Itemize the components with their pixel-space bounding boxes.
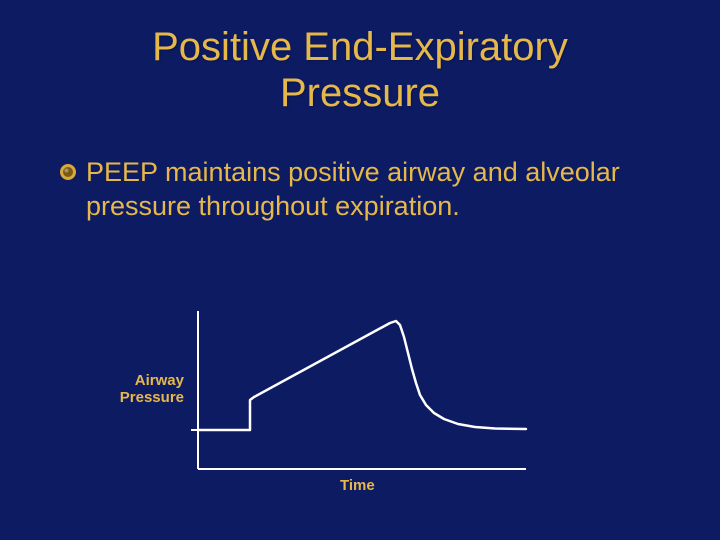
chart-container: AirwayPressure Time [190,305,530,475]
slide-root: Positive End-ExpiratoryPressure PEEP mai… [0,0,720,540]
bullet-text: PEEP maintains positive airway and alveo… [86,156,670,224]
pressure-time-chart [190,305,530,475]
bullet-icon [60,164,76,185]
chart-y-axis-label: AirwayPressure [92,373,184,406]
bullet-row: PEEP maintains positive airway and alveo… [0,156,720,224]
bullet-svg [60,164,76,180]
slide-title: Positive End-ExpiratoryPressure [0,0,720,116]
chart-x-axis-label: Time [340,477,375,494]
